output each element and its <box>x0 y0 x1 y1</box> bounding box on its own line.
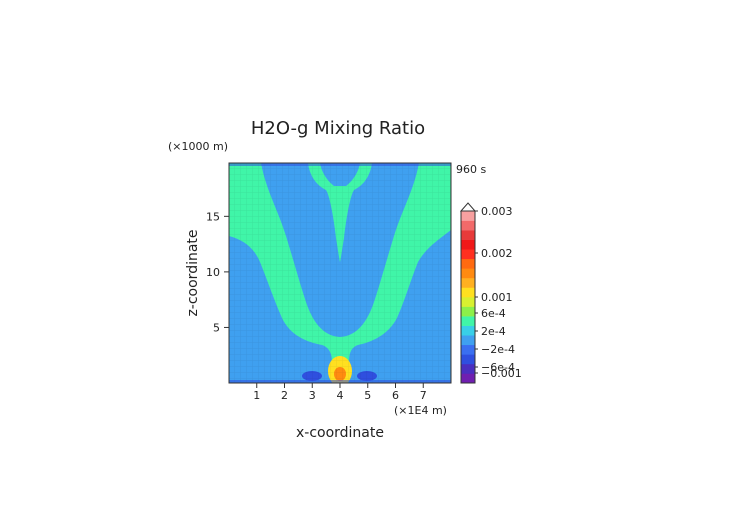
contour-field <box>229 163 451 383</box>
x-unit-label: (×1E4 m) <box>394 404 447 417</box>
colorbar-label: −2e-4 <box>481 343 515 356</box>
bottom-strip <box>229 380 451 383</box>
colorbar-swatch <box>461 287 475 298</box>
colorbar-label: 0.002 <box>481 247 513 260</box>
x-tick-label: 5 <box>364 389 371 402</box>
colorbar-overflow-arrow <box>459 202 477 212</box>
colorbar-swatch <box>461 239 475 250</box>
y-axis-label: z-coordinate <box>185 229 201 316</box>
time-label: 960 s <box>456 163 486 176</box>
top-strip <box>229 163 451 166</box>
y-tick-label: 10 <box>206 266 220 279</box>
x-tick-label: 2 <box>281 389 288 402</box>
y-unit-label: (×1000 m) <box>168 140 228 153</box>
y-tick-label: 5 <box>213 321 220 334</box>
x-axis-label: x-coordinate <box>296 425 384 441</box>
colorbar-swatch <box>461 373 475 384</box>
x-tick-label: 4 <box>337 389 344 402</box>
colorbar-label: 0.001 <box>481 291 513 304</box>
colorbar: 0.003 0.002 0.001 6e-4 2e-4 −2e-4 −6e-4−0.001 <box>459 202 522 384</box>
colorbar-swatch <box>461 277 475 288</box>
colorbar-label: 6e-4 <box>481 307 506 320</box>
colorbar-swatch <box>461 297 475 307</box>
colorbar-swatch <box>461 354 475 365</box>
colorbar-label: −6e-4 <box>481 361 515 374</box>
colorbar-swatch <box>461 258 475 269</box>
colorbar-swatch <box>461 306 475 317</box>
colorbar-label: 0.003 <box>481 205 513 218</box>
axis-ticks: 1 2 3 4 5 6 7 5 10 15 <box>206 210 427 402</box>
colorbar-swatch <box>461 249 475 260</box>
chart-title: H2O-g Mixing Ratio <box>251 118 425 139</box>
y-tick-label: 15 <box>206 210 220 223</box>
colorbar-swatch <box>461 335 475 346</box>
x-tick-label: 7 <box>420 389 427 402</box>
colorbar-swatch <box>461 220 475 231</box>
grid-overlay <box>229 163 451 383</box>
x-tick-label: 1 <box>253 389 260 402</box>
colorbar-swatch <box>461 230 475 240</box>
colorbar-label: 2e-4 <box>481 325 506 338</box>
x-tick-label: 3 <box>309 389 316 402</box>
colorbar-swatch <box>461 325 475 336</box>
colorbar-label: −0.001 <box>481 367 522 380</box>
x-tick-label: 6 <box>392 389 399 402</box>
colorbar-swatch <box>461 211 475 221</box>
colorbar-swatch <box>461 363 475 374</box>
colorbar-swatch <box>461 316 475 326</box>
colorbar-swatch <box>461 344 475 355</box>
colorbar-swatch <box>461 268 475 279</box>
